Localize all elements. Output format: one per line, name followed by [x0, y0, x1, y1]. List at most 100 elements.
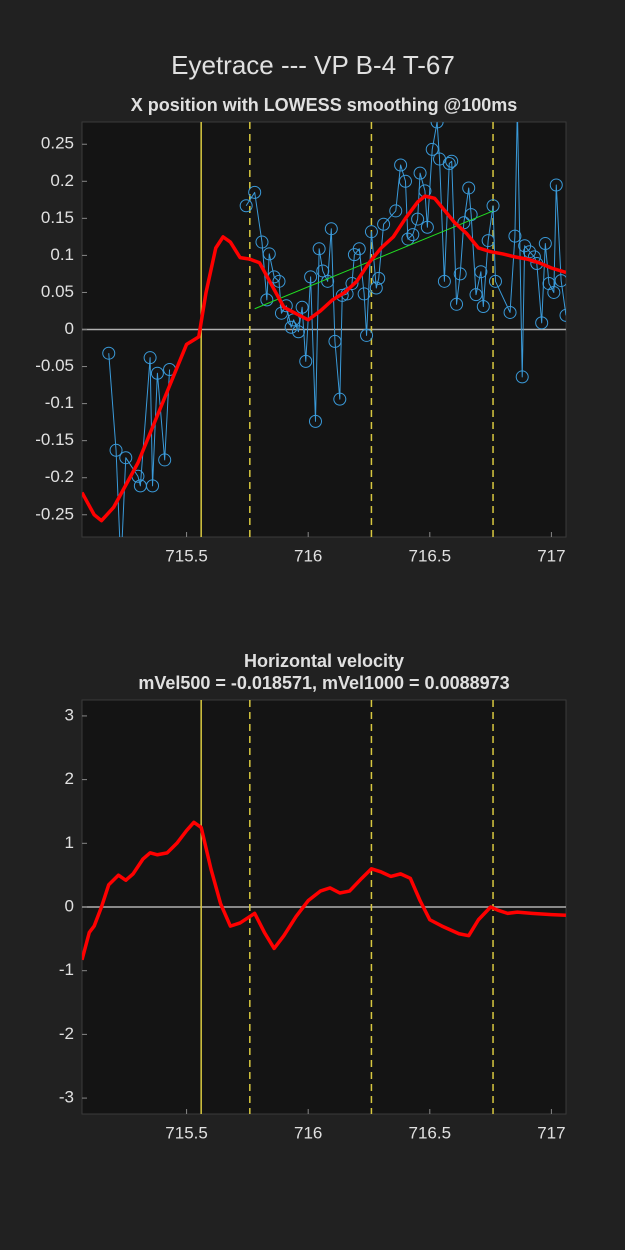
data-point — [508, 229, 522, 243]
x-tick-label: 717 — [537, 1123, 565, 1142]
data-point — [411, 212, 425, 226]
data-point — [255, 235, 269, 249]
data-point — [535, 316, 549, 330]
y-tick-label: 0 — [65, 319, 74, 338]
y-tick-label: -0.25 — [35, 504, 74, 523]
y-tick-label: 0.2 — [50, 171, 74, 190]
data-point — [345, 277, 359, 291]
data-point — [119, 451, 133, 465]
y-tick-label: 3 — [65, 705, 74, 724]
data-point — [295, 300, 309, 314]
data-point — [401, 232, 415, 246]
data-point — [394, 158, 408, 172]
data-point — [554, 274, 566, 288]
data-point — [248, 185, 262, 199]
data-point — [377, 217, 391, 231]
data-point — [262, 247, 276, 261]
plot-content — [82, 122, 566, 537]
data-point — [109, 443, 123, 457]
data-point — [102, 346, 116, 360]
data-point — [488, 274, 502, 288]
data-point — [360, 328, 374, 342]
data-point — [549, 178, 563, 192]
x-tick-label: 717 — [537, 546, 565, 565]
data-point — [274, 306, 288, 320]
x-tick-label: 716.5 — [409, 546, 452, 565]
x-tick-label: 716 — [294, 1123, 322, 1142]
data-point — [357, 287, 371, 301]
y-tick-label: -1 — [59, 960, 74, 979]
y-tick-label: 0.15 — [41, 208, 74, 227]
data-point — [469, 288, 483, 302]
y-tick-label: -2 — [59, 1024, 74, 1043]
y-tick-label: -3 — [59, 1088, 74, 1107]
data-point — [333, 392, 347, 406]
data-point — [515, 370, 529, 384]
data-point — [239, 199, 253, 213]
series-line — [82, 194, 566, 523]
data-point — [291, 325, 305, 339]
series-line — [82, 820, 566, 961]
data-point — [464, 208, 478, 222]
y-tick-label: 2 — [65, 769, 74, 788]
data-point — [284, 320, 298, 334]
data-point — [299, 354, 313, 368]
x-tick-label: 715.5 — [165, 546, 208, 565]
data-point — [372, 271, 386, 285]
data-point — [547, 285, 561, 299]
data-point — [272, 274, 286, 288]
data-point — [474, 265, 488, 279]
data-point — [453, 267, 467, 281]
data-point — [304, 270, 318, 284]
plot-content — [82, 700, 566, 1114]
x-tick-label: 716 — [294, 546, 322, 565]
y-tick-label: -0.1 — [45, 393, 74, 412]
data-point — [352, 242, 366, 256]
data-point — [389, 204, 403, 218]
data-point — [150, 366, 164, 380]
data-point — [430, 122, 444, 129]
chart-title: Horizontal velocity — [244, 651, 404, 671]
y-tick-label: 1 — [65, 833, 74, 852]
data-point — [445, 154, 459, 168]
data-point — [486, 199, 500, 213]
data-point — [476, 300, 490, 314]
data-point — [481, 234, 495, 248]
data-point — [143, 351, 157, 365]
x-tick-label: 716.5 — [409, 1123, 452, 1142]
y-tick-label: 0.25 — [41, 134, 74, 153]
data-point — [420, 220, 434, 234]
data-point — [406, 228, 420, 242]
data-point — [538, 237, 552, 251]
chart-subtitle: mVel500 = -0.018571, mVel1000 = 0.008897… — [138, 673, 509, 693]
y-tick-label: -0.05 — [35, 356, 74, 375]
data-point — [437, 274, 451, 288]
data-point — [442, 157, 456, 170]
x-tick-label: 715.5 — [165, 1123, 208, 1142]
data-point — [364, 225, 378, 239]
data-point — [450, 297, 464, 311]
y-tick-label: -0.15 — [35, 430, 74, 449]
data-point — [413, 166, 427, 180]
data-point — [559, 308, 566, 322]
data-point — [328, 334, 342, 348]
data-point — [146, 479, 160, 493]
figure-title: Eyetrace --- VP B-4 T-67 — [171, 50, 455, 80]
data-point — [260, 293, 274, 307]
y-tick-label: -0.2 — [45, 467, 74, 486]
data-point — [335, 288, 349, 302]
data-point — [398, 174, 412, 188]
data-point — [462, 181, 476, 195]
data-point — [312, 242, 326, 256]
chart-title: X position with LOWESS smoothing @100ms — [131, 95, 518, 115]
data-point — [316, 264, 330, 278]
data-point — [324, 222, 338, 236]
data-point — [158, 453, 172, 467]
data-point — [369, 281, 383, 295]
data-point — [523, 245, 537, 259]
y-tick-label: 0.1 — [50, 245, 74, 264]
data-point — [308, 414, 322, 428]
y-tick-label: 0.05 — [41, 282, 74, 301]
